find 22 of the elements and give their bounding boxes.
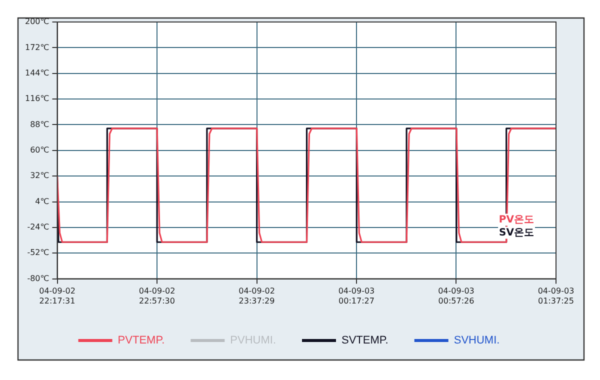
legend-label: SVTEMP. [342,334,388,347]
annotation: PV온도 [498,214,534,226]
y-tick-label: 60℃ [30,145,50,154]
y-tick-label: 172℃ [24,42,50,52]
legend-label: SVHUMI. [454,334,500,347]
y-tick-label: 88℃ [30,120,50,129]
x-tick-label: 04-09-03 01:37:25 [538,286,574,306]
x-tick-label: 04-09-03 00:17:27 [338,286,375,306]
legend-label: PVTEMP. [118,334,165,347]
y-tick-label: 200℃ [24,17,50,26]
x-tick-label: 04-09-02 22:17:31 [39,286,76,306]
x-tick-label: 04-09-03 00:57:26 [438,286,474,306]
y-tick-label: 32℃ [30,171,50,180]
y-tick-label: -24℃ [27,222,50,232]
y-tick-label: 4℃ [35,196,50,206]
annotation: SV온도 [499,227,534,238]
y-tick-label: 144℃ [24,68,50,78]
x-tick-label: 04-09-02 22:57:30 [138,286,176,306]
y-tick-label: -52℃ [27,248,50,258]
x-tick-label: 04-09-02 23:37:29 [238,286,275,306]
y-tick-label: -80℃ [27,274,50,283]
y-tick-label: 116℃ [24,94,50,104]
